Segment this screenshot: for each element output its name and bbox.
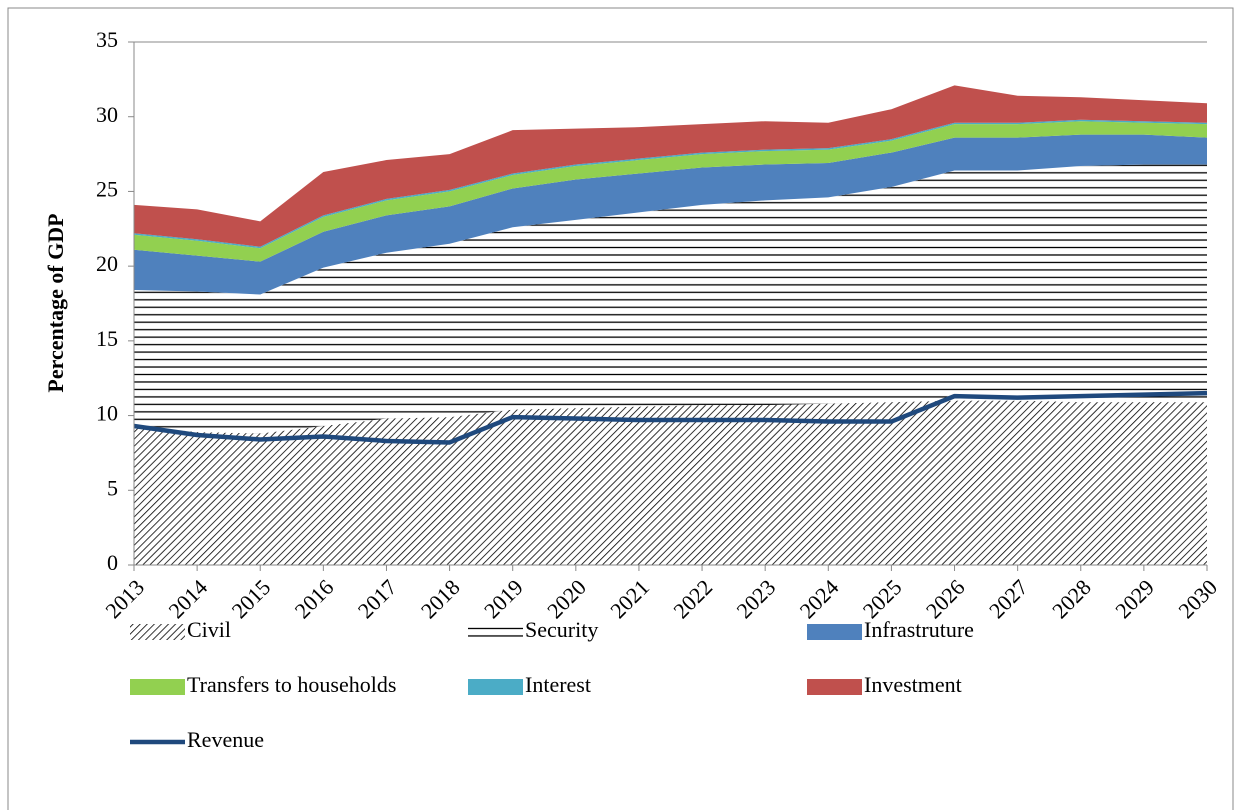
x-tick-label: 2018 bbox=[416, 574, 465, 623]
x-tick-label: 2016 bbox=[290, 574, 339, 623]
x-tick-label: 2015 bbox=[227, 574, 276, 623]
legend-item: Infrastruture bbox=[807, 617, 974, 642]
legend-key bbox=[468, 679, 523, 695]
y-tick-label: 30 bbox=[96, 102, 118, 127]
legend-key bbox=[130, 679, 185, 695]
x-tick-label: 2013 bbox=[100, 574, 149, 623]
x-tick-label: 2028 bbox=[1047, 574, 1096, 623]
y-tick-label: 10 bbox=[96, 401, 118, 426]
line bbox=[133, 390, 1208, 445]
x-tick-label: 2029 bbox=[1110, 574, 1159, 623]
y-tick-label: 25 bbox=[96, 176, 118, 201]
area bbox=[134, 85, 1207, 247]
legend-item: Civil bbox=[130, 617, 231, 642]
x-tick-label: 2019 bbox=[479, 574, 528, 623]
legend-key bbox=[807, 679, 862, 695]
legend-key bbox=[130, 624, 185, 640]
legend-item: Investment bbox=[807, 672, 962, 697]
legend-item: Transfers to households bbox=[130, 672, 396, 697]
x-tick-label: 2021 bbox=[605, 574, 654, 623]
legend-label: Infrastruture bbox=[864, 617, 974, 642]
x-tick-label: 2024 bbox=[795, 574, 844, 623]
x-tick-label: 2025 bbox=[858, 574, 907, 623]
legend-item: Revenue bbox=[130, 727, 264, 752]
area bbox=[134, 164, 1207, 434]
x-tick-label: 2014 bbox=[163, 574, 212, 623]
x-tick-label: 2030 bbox=[1173, 574, 1222, 623]
legend-item: Interest bbox=[468, 672, 591, 697]
plot-area bbox=[133, 85, 1208, 565]
x-tick-label: 2017 bbox=[353, 574, 402, 623]
y-tick-label: 35 bbox=[96, 27, 118, 52]
legend-label: Security bbox=[525, 617, 598, 642]
x-tick-label: 2026 bbox=[921, 574, 970, 623]
legend-label: Revenue bbox=[187, 727, 264, 752]
x-tick-label: 2022 bbox=[668, 574, 717, 623]
legend-label: Interest bbox=[525, 672, 591, 697]
y-tick-label: 5 bbox=[107, 475, 118, 500]
legend-key bbox=[807, 624, 862, 640]
x-tick-label: 2027 bbox=[984, 574, 1033, 623]
y-axis-label: Percentage of GDP bbox=[43, 213, 68, 392]
legend-item: Security bbox=[468, 617, 598, 642]
legend-label: Investment bbox=[864, 672, 962, 697]
legend-label: Civil bbox=[187, 617, 231, 642]
x-tick-label: 2023 bbox=[731, 574, 780, 623]
y-tick-label: 15 bbox=[96, 326, 118, 351]
x-tick-label: 2020 bbox=[542, 574, 591, 623]
area bbox=[134, 134, 1207, 295]
y-tick-label: 20 bbox=[96, 251, 118, 276]
y-tick-label: 0 bbox=[107, 550, 118, 575]
legend-key bbox=[468, 624, 523, 640]
area bbox=[134, 121, 1207, 262]
legend-label: Transfers to households bbox=[187, 672, 396, 697]
frame bbox=[7, 7, 1234, 810]
